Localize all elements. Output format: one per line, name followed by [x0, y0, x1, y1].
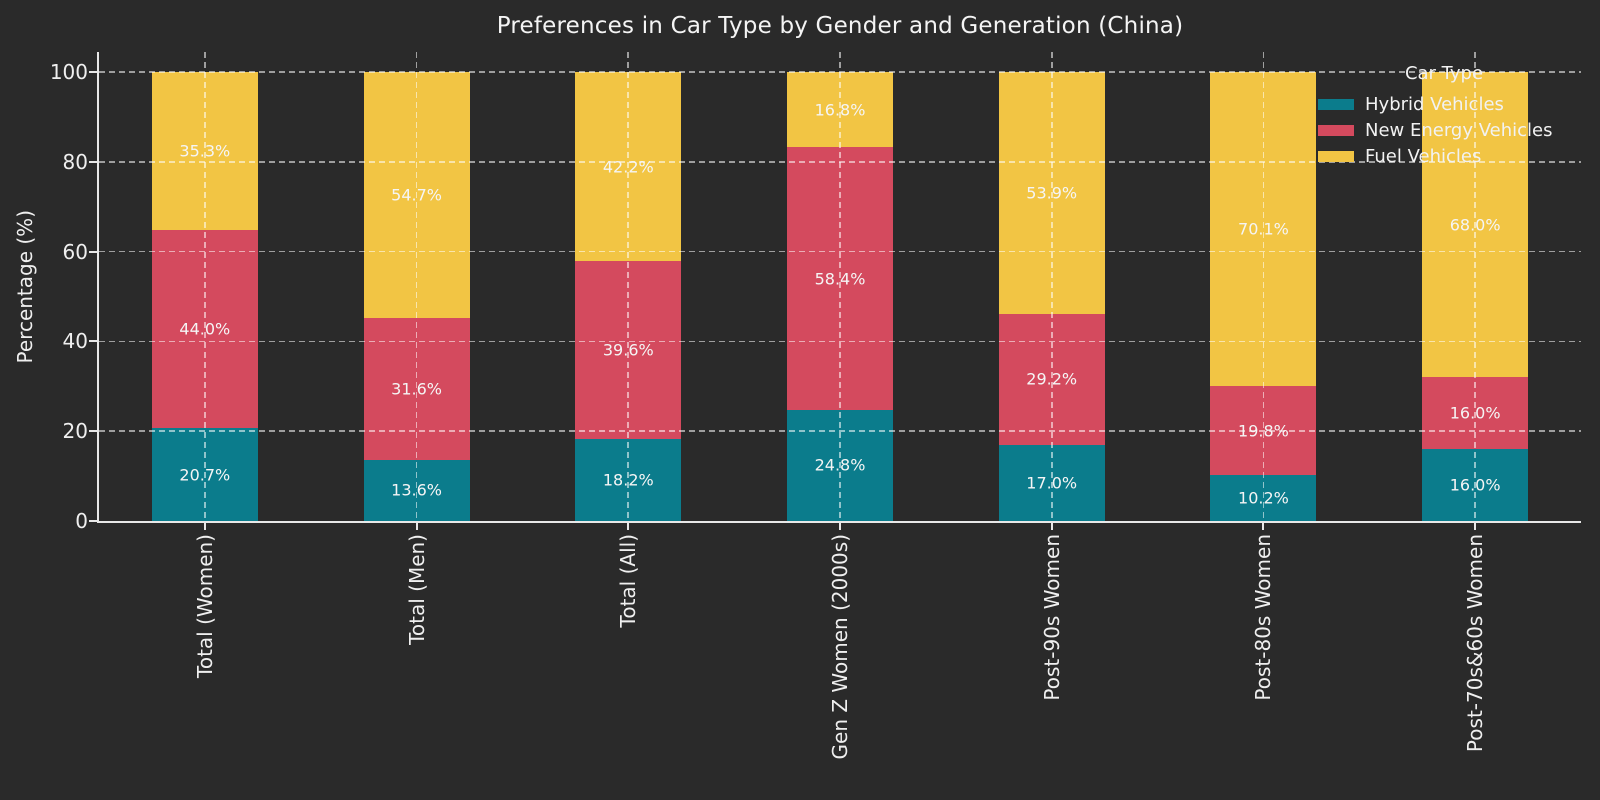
gridline-vertical: [204, 52, 206, 521]
y-tick-mark: [89, 430, 97, 433]
y-tick-label: 0: [75, 509, 88, 533]
segment-value-label: 20.7%: [179, 465, 231, 485]
segment-value-label: 42.2%: [602, 157, 654, 177]
legend-swatch: [1318, 98, 1354, 110]
x-tick-mark: [627, 523, 630, 530]
gridline-vertical: [1262, 52, 1265, 521]
segment-value-label: 70.1%: [1238, 219, 1289, 239]
gridline-vertical: [627, 52, 630, 521]
chart-title: Preferences in Car Type by Gender and Ge…: [496, 13, 1184, 39]
x-tick-label: Post-80s Women: [1251, 534, 1276, 701]
legend-item: Hybrid Vehicles: [1318, 91, 1570, 117]
segment-value-label: 17.0%: [1026, 473, 1078, 493]
y-tick-label: 40: [62, 329, 88, 354]
segment-value-label: 13.6%: [391, 480, 442, 500]
segment-value-label: 19.8%: [1238, 421, 1289, 441]
segment-value-label: 58.4%: [814, 269, 866, 289]
x-tick-label: Gen Z Women (2000s): [828, 534, 852, 760]
legend-items: Hybrid Vehicles New Energy Vehicles Fuel V…: [1318, 91, 1570, 169]
gridline-vertical: [415, 52, 418, 521]
legend: Car Type Hybrid Vehicles New Energy Vehic…: [1318, 63, 1570, 169]
y-tick-mark: [89, 520, 97, 522]
segment-value-label: 31.6%: [391, 379, 442, 399]
segment-value-label: 53.9%: [1026, 183, 1078, 203]
legend-item-label: Fuel Vehicles: [1365, 145, 1482, 167]
x-tick-mark: [839, 523, 841, 530]
gridline-vertical: [1050, 52, 1053, 521]
x-tick-mark: [415, 523, 418, 530]
y-tick-mark: [89, 160, 97, 163]
segment-value-label: 54.7%: [391, 185, 442, 205]
x-tick-mark: [203, 523, 206, 530]
segment-value-label: 68.0%: [1449, 215, 1501, 235]
x-tick-label: Total (All): [616, 534, 641, 628]
y-tick-label: 80: [62, 149, 88, 174]
legend-item-label: Hybrid Vehicles: [1365, 93, 1504, 115]
legend-swatch: [1318, 150, 1354, 162]
legend-item: New Energy Vehicles: [1318, 117, 1570, 143]
segment-value-label: 16.0%: [1449, 403, 1501, 423]
plot-area: 20.7% 44.0% 35.3% 13.6% 31.6% 54.7% 18.2% 39.6%…: [97, 52, 1581, 523]
y-tick-label: 100: [49, 60, 88, 84]
segment-value-label: 16.0%: [1449, 475, 1501, 495]
gridline-vertical: [1474, 52, 1476, 521]
y-tick-mark: [89, 250, 97, 253]
y-tick-mark: [89, 340, 97, 343]
legend-item-label: New Energy Vehicles: [1365, 119, 1553, 141]
x-tick-mark: [1262, 523, 1265, 530]
gridline-vertical: [839, 52, 841, 521]
segment-value-label: 16.8%: [814, 100, 866, 120]
segment-value-label: 10.2%: [1238, 488, 1289, 508]
segment-value-label: 24.8%: [814, 455, 866, 475]
y-tick-label: 60: [62, 239, 88, 264]
x-tick-mark: [1474, 523, 1477, 530]
x-tick-label: Total (Women): [192, 534, 217, 678]
segment-value-label: 18.2%: [602, 470, 654, 490]
y-tick-label: 20: [62, 419, 88, 444]
y-tick-mark: [89, 71, 97, 73]
segment-value-label: 44.0%: [179, 319, 231, 339]
x-tick-label: Total (Men): [404, 534, 429, 645]
x-tick-mark: [1050, 523, 1053, 530]
segment-value-label: 29.2%: [1026, 369, 1078, 389]
y-axis-label-wrap: Percentage (%): [12, 52, 38, 521]
segment-value-label: 35.3%: [179, 141, 231, 161]
legend-swatch: [1318, 124, 1354, 136]
x-tick-label: Post-70s&60s Women: [1463, 534, 1488, 753]
segment-value-label: 39.6%: [602, 340, 654, 360]
x-tick-label: Post-90s Women: [1039, 534, 1064, 701]
legend-title: Car Type: [1404, 63, 1484, 84]
legend-item: Fuel Vehicles: [1318, 143, 1570, 169]
